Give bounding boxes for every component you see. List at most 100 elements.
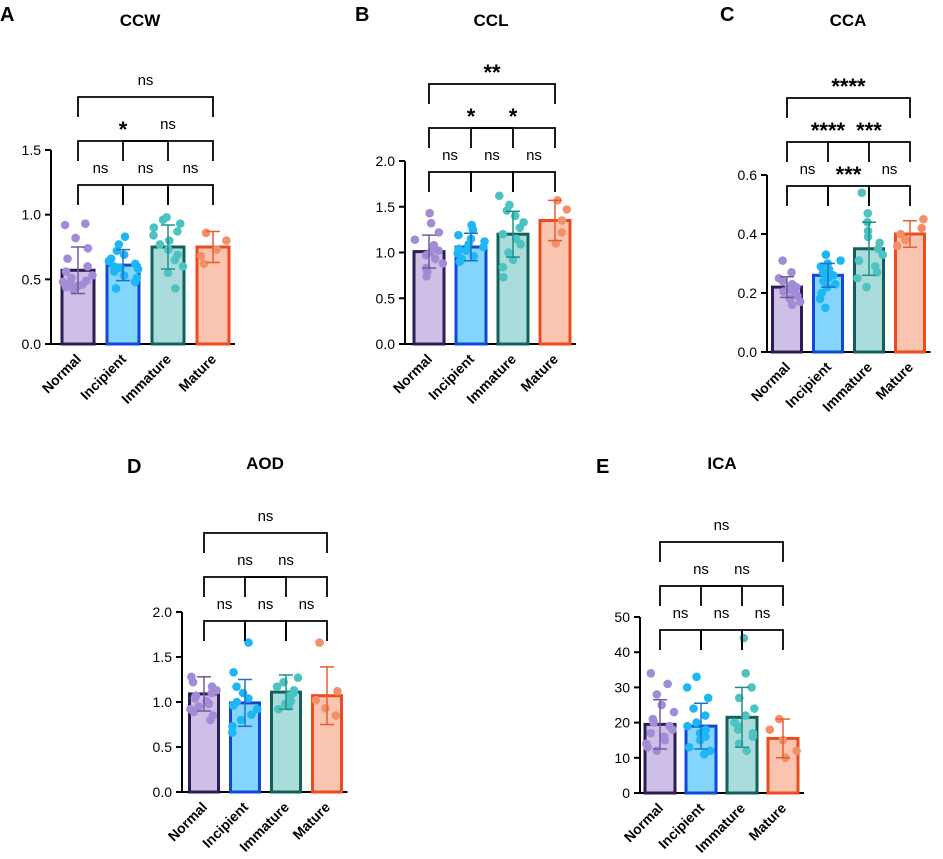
data-point-e <box>792 746 801 756</box>
data-point-c <box>896 229 905 239</box>
y-tick-label-b: 1.0 <box>376 245 396 261</box>
data-point-a <box>119 250 129 260</box>
data-point-c <box>778 276 788 286</box>
y-tick-label-d: 1.0 <box>153 694 173 710</box>
data-point-e <box>689 704 698 713</box>
significance-label-d: ns <box>299 596 315 613</box>
significance-label-d: ns <box>258 596 274 613</box>
data-point-c <box>857 188 867 197</box>
significance-label-b: * <box>467 104 476 129</box>
data-point-b <box>454 230 463 240</box>
data-point-c <box>831 279 840 289</box>
y-tick-label-d: 0.0 <box>153 784 173 800</box>
significance-label-c: ns <box>882 161 898 178</box>
data-point-c <box>795 297 805 307</box>
panel-title-aod: AOD <box>246 454 284 473</box>
significance-label-c: **** <box>811 118 846 143</box>
bar-c-mature <box>894 232 926 354</box>
data-point-b <box>516 239 526 249</box>
data-point-c <box>863 209 873 218</box>
data-point-e <box>683 721 692 731</box>
data-point-d <box>247 710 256 719</box>
data-point-a <box>199 259 209 269</box>
data-point-a <box>61 282 71 292</box>
data-point-b <box>422 271 431 281</box>
data-point-d <box>228 701 238 710</box>
data-point-e <box>699 749 709 759</box>
significance-bracket-e <box>659 541 784 562</box>
data-point-d <box>190 694 200 703</box>
y-tick-label-c: 0.6 <box>738 167 758 183</box>
panel-letter-d: D <box>127 456 142 478</box>
significance-label-e: ns <box>673 605 689 622</box>
data-point-e <box>750 704 759 713</box>
significance-label-e: ns <box>734 561 750 578</box>
significance-bracket-e <box>700 629 743 650</box>
data-point-a <box>170 255 180 265</box>
panel-letter-c: C <box>720 4 735 26</box>
data-point-a <box>111 284 121 293</box>
significance-bracket-b <box>512 171 556 192</box>
data-point-b <box>438 259 448 268</box>
data-point-d <box>274 704 283 714</box>
data-point-a <box>109 267 119 276</box>
y-tick-label-d: 2.0 <box>153 604 173 620</box>
significance-bracket-a <box>122 184 169 205</box>
data-point-a <box>119 271 129 280</box>
significance-label-c: *** <box>856 118 882 143</box>
y-tick-label-b: 1.5 <box>376 199 396 215</box>
data-point-d <box>228 722 237 731</box>
category-label-e: Mature <box>745 800 789 844</box>
category-label-b: Mature <box>517 351 561 395</box>
data-point-b <box>502 206 512 215</box>
significance-bracket-b <box>470 171 514 192</box>
category-label-a: Mature <box>175 351 219 395</box>
significance-label-c: ns <box>800 161 816 178</box>
significance-bracket-a <box>77 184 124 205</box>
significance-label-a: ns <box>138 160 154 177</box>
significance-bracket-a <box>77 96 214 117</box>
data-point-e <box>652 690 662 699</box>
y-tick-label-e: 30 <box>614 679 630 695</box>
data-point-a <box>80 219 90 229</box>
data-point-c <box>872 268 882 277</box>
data-point-b <box>455 257 464 266</box>
y-tick-label-c: 0.2 <box>738 285 758 301</box>
data-point-e <box>765 725 775 734</box>
data-point-a <box>63 254 72 263</box>
significance-label-c: **** <box>831 74 866 99</box>
data-point-c <box>836 256 845 265</box>
panel-letter-b: B <box>355 4 370 26</box>
data-point-e <box>733 725 743 734</box>
significance-bracket-d <box>203 620 246 641</box>
data-point-c <box>862 282 871 292</box>
data-point-d <box>189 707 199 717</box>
panel-title-ica: ICA <box>707 454 737 473</box>
significance-bracket-b <box>428 171 472 192</box>
data-point-a <box>170 284 180 293</box>
significance-label-a: ns <box>93 160 109 177</box>
data-point-a <box>155 240 165 249</box>
data-point-b <box>426 218 436 228</box>
significance-label-b: ** <box>483 60 501 85</box>
data-point-c <box>863 226 873 236</box>
data-point-a <box>149 231 158 240</box>
panel-title-cca: CCA <box>829 11 867 30</box>
y-tick-label-a: 1.0 <box>22 207 42 223</box>
data-point-b <box>557 228 567 237</box>
data-point-e <box>643 742 653 752</box>
significance-bracket-d <box>244 620 287 641</box>
significance-bracket-e <box>700 585 784 606</box>
data-point-b <box>410 235 420 244</box>
data-point-a <box>88 271 97 280</box>
data-point-b <box>515 223 525 233</box>
data-point-b <box>425 208 434 218</box>
y-tick-label-e: 20 <box>614 715 630 731</box>
significance-label-a: ns <box>160 116 176 133</box>
data-point-e <box>684 742 694 752</box>
data-point-b <box>557 216 567 225</box>
data-point-e <box>734 739 744 749</box>
significance-label-c: *** <box>836 162 862 187</box>
category-label-a: Immature <box>118 351 174 407</box>
